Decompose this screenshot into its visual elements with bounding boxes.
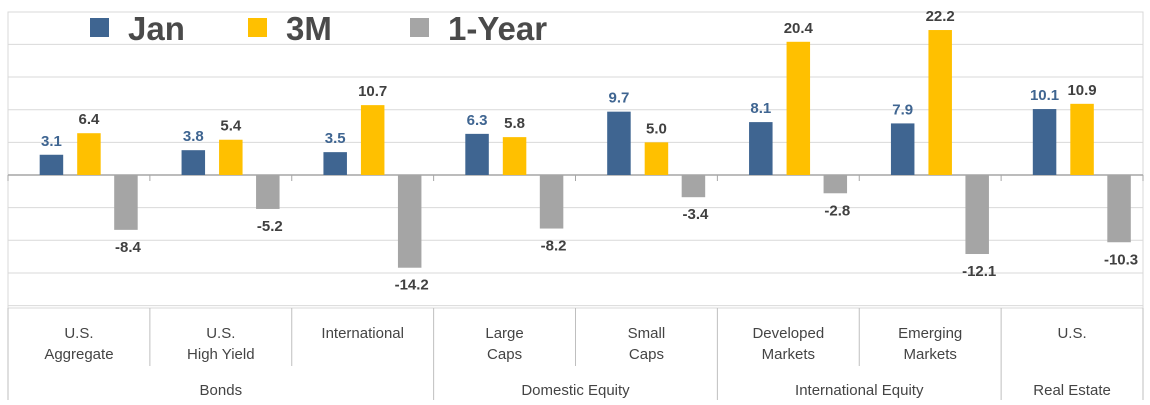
legend: Jan 3M 1-Year bbox=[90, 10, 547, 47]
value-label: 7.9 bbox=[892, 101, 913, 118]
value-label: -2.8 bbox=[824, 202, 850, 219]
category-label: U.S. High Yield bbox=[187, 325, 255, 363]
value-label: 22.2 bbox=[926, 8, 955, 25]
value-label: 3.1 bbox=[41, 133, 62, 150]
group-label: Real Estate bbox=[1033, 382, 1111, 399]
legend-swatch bbox=[90, 18, 109, 37]
value-label: 10.9 bbox=[1067, 82, 1096, 99]
value-label: -12.1 bbox=[962, 263, 996, 280]
bar-3m-1 bbox=[219, 139, 243, 175]
value-label: 3.5 bbox=[325, 130, 346, 147]
value-label: 8.1 bbox=[750, 100, 771, 117]
bar-3m-2 bbox=[360, 105, 385, 175]
bar-1-year-4 bbox=[681, 175, 706, 198]
value-label: 3.8 bbox=[183, 128, 204, 145]
legend-label: Jan bbox=[128, 10, 185, 47]
value-label: 20.4 bbox=[784, 20, 814, 37]
bar-jan-5 bbox=[749, 122, 773, 175]
value-label: 9.7 bbox=[609, 90, 630, 107]
category-label: Large Caps bbox=[485, 325, 523, 363]
bar-jan-2 bbox=[323, 152, 347, 175]
group-labels: Bonds Domestic Equity International Equity… bbox=[200, 382, 1111, 399]
category-label: U.S. Aggregate bbox=[44, 325, 113, 363]
legend-label: 3M bbox=[286, 10, 332, 47]
bar-3m-4 bbox=[644, 142, 669, 175]
bar-jan-1 bbox=[181, 150, 206, 175]
value-label: 6.4 bbox=[79, 111, 101, 128]
value-label: -8.2 bbox=[541, 238, 567, 255]
group-label: International Equity bbox=[795, 382, 924, 399]
value-label: 10.7 bbox=[358, 83, 387, 100]
category-label: Developed Markets bbox=[752, 325, 824, 363]
group-label: Bonds bbox=[200, 382, 243, 399]
category-label: U.S. bbox=[1057, 325, 1086, 342]
value-label: 10.1 bbox=[1030, 87, 1059, 104]
bar-jan-6 bbox=[890, 123, 915, 175]
value-label: 5.0 bbox=[646, 120, 667, 137]
bar-3m-3 bbox=[502, 137, 527, 175]
category-label: International bbox=[321, 325, 404, 342]
value-label: 6.3 bbox=[467, 112, 488, 129]
bar-3m-7 bbox=[1070, 103, 1094, 175]
bar-1-year-5 bbox=[823, 175, 848, 194]
category-label: Small Caps bbox=[628, 325, 666, 363]
bar-1-year-7 bbox=[1107, 175, 1131, 243]
value-label: 5.4 bbox=[220, 118, 242, 135]
value-label: 5.8 bbox=[504, 115, 525, 132]
bar-jan-7 bbox=[1032, 109, 1057, 175]
bar-3m-6 bbox=[928, 30, 952, 176]
bar-1-year-2 bbox=[397, 175, 422, 268]
bar-1-year-6 bbox=[965, 175, 989, 255]
bar-1-year-0 bbox=[114, 175, 138, 230]
bar-3m-5 bbox=[786, 41, 811, 176]
bar-1-year-3 bbox=[539, 175, 564, 229]
value-label: -10.3 bbox=[1104, 251, 1138, 268]
category-labels: U.S. Aggregate U.S. High Yield International… bbox=[7, 308, 1144, 400]
legend-swatch bbox=[410, 18, 429, 37]
value-labels: 3.1 3.8 3.5 6.3 9.7 8.1 7.9 10.1 6.4 5.4 10.7 5.8 5.… bbox=[41, 8, 1138, 294]
bar-jan-4 bbox=[607, 111, 631, 175]
legend-swatch bbox=[248, 18, 267, 37]
group-label: Domestic Equity bbox=[521, 382, 630, 399]
value-label: -14.2 bbox=[395, 277, 429, 294]
category-label: Emerging Markets bbox=[898, 325, 962, 363]
value-label: -8.4 bbox=[115, 239, 142, 256]
legend-label: 1-Year bbox=[448, 10, 547, 47]
value-label: -5.2 bbox=[257, 218, 283, 235]
bar-3m-0 bbox=[77, 133, 101, 175]
bar-jan-3 bbox=[465, 133, 489, 175]
bar-jan-0 bbox=[39, 154, 64, 175]
value-label: -3.4 bbox=[683, 206, 710, 223]
bars bbox=[39, 30, 1131, 268]
bar-1-year-1 bbox=[256, 175, 280, 209]
